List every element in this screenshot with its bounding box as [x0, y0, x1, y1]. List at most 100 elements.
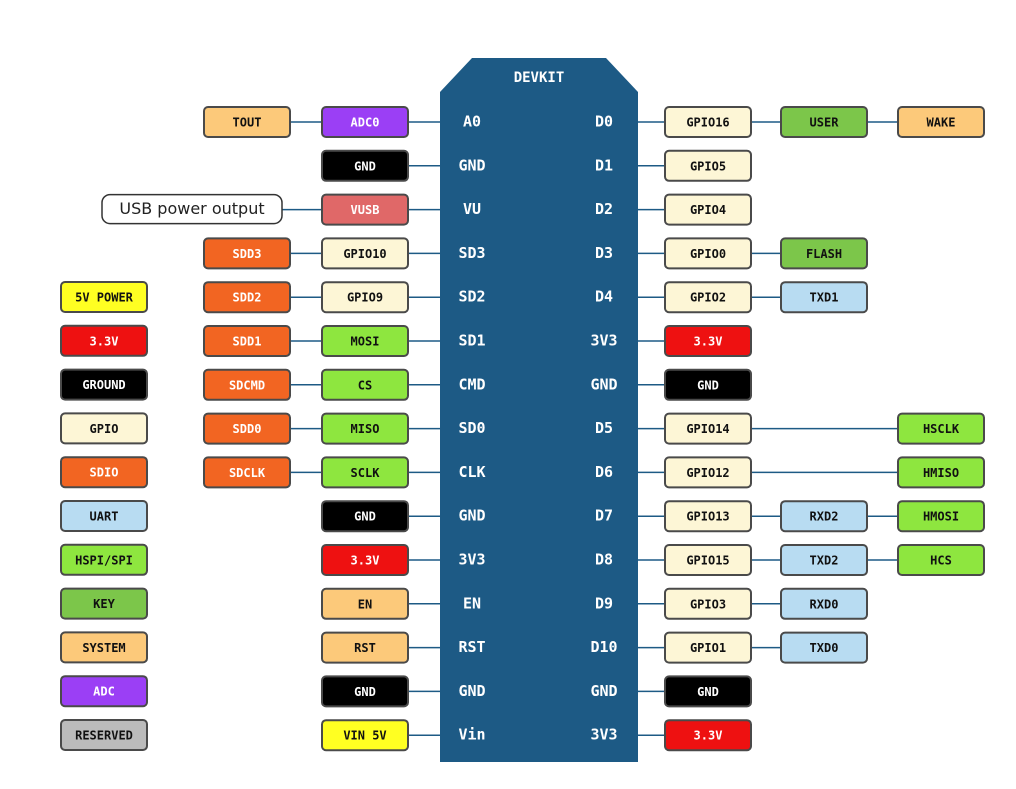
pin-box-label: SCLK	[351, 466, 381, 480]
pin-box	[664, 325, 752, 357]
callout	[101, 193, 283, 225]
pin-box-label: VUSB	[351, 203, 380, 217]
legend-box-label: GROUND	[82, 378, 125, 392]
callout-label: USB power output	[119, 199, 264, 218]
left-pin: VU	[463, 200, 481, 218]
pin-box	[664, 587, 752, 620]
pin-box	[664, 719, 752, 752]
left-pin: SD3	[458, 244, 485, 262]
pin-box	[203, 281, 291, 314]
pin-box-label: SDD3	[233, 247, 262, 261]
pin-box	[780, 281, 868, 314]
pin-box	[664, 544, 752, 576]
legend-box	[60, 675, 148, 708]
pin-box	[321, 675, 409, 708]
legend-box-label: KEY	[93, 597, 115, 611]
legend-box-label: HSPI/SPI	[75, 553, 133, 567]
left-pin: GND	[458, 156, 485, 174]
pin-box	[321, 149, 409, 182]
pin-box-label: HCS	[930, 554, 952, 568]
left-pin: RST	[458, 638, 485, 656]
right-pin: D10	[590, 638, 617, 656]
legend-box-label: RESERVED	[75, 729, 133, 743]
pin-box	[203, 368, 291, 401]
pin-box-label: GPIO2	[690, 291, 726, 305]
pin-box-label: HMISO	[923, 466, 959, 480]
left-pin: GND	[458, 682, 485, 700]
left-pin: SD2	[458, 288, 485, 306]
right-pin: D2	[595, 200, 613, 218]
pin-box	[664, 631, 752, 664]
legend-box-label: 5V POWER	[75, 291, 134, 305]
pin-box-label: GND	[354, 685, 376, 699]
legend-box-label: GPIO	[90, 422, 119, 436]
pin-box	[321, 587, 409, 620]
pin-box-label: GPIO13	[686, 510, 729, 524]
pin-box	[321, 412, 409, 445]
pin-box	[664, 149, 752, 182]
pin-box	[664, 193, 752, 226]
pin-box	[321, 237, 409, 270]
pin-box	[664, 106, 752, 138]
pin-box-label: WAKE	[927, 116, 956, 130]
legend-box-label: SYSTEM	[82, 641, 125, 655]
pin-box-label: RXD2	[810, 510, 839, 524]
pin-box	[203, 412, 291, 445]
pin-box	[203, 106, 291, 138]
pin-box-label: SDD0	[233, 422, 262, 436]
left-pin: EN	[463, 594, 481, 612]
right-pin: GND	[590, 375, 617, 393]
pin-box-label: RXD0	[810, 597, 839, 611]
legend-box	[60, 719, 148, 751]
pin-box-label: ADC0	[351, 116, 380, 130]
right-pin: D0	[595, 113, 613, 131]
pin-box-label: GND	[697, 685, 719, 699]
right-pin: D1	[595, 156, 613, 174]
pin-box	[780, 544, 868, 576]
legend-box	[60, 281, 148, 313]
legend-box	[60, 631, 148, 664]
right-pin: GND	[590, 682, 617, 700]
pin-box-label: GPIO12	[686, 466, 729, 480]
pin-box-label: SDD2	[233, 291, 262, 305]
pin-box-label: GPIO9	[347, 291, 383, 305]
pin-box	[664, 368, 752, 401]
left-pin: SD1	[458, 332, 485, 350]
pin-box	[321, 368, 409, 401]
pin-box	[780, 587, 868, 620]
left-pin: 3V3	[458, 551, 485, 569]
legend-box	[60, 324, 148, 357]
pin-box	[780, 631, 868, 664]
pin-box	[321, 719, 409, 752]
left-pin: CMD	[458, 375, 485, 393]
pin-box-label: MOSI	[351, 335, 380, 349]
pin-box-label: FLASH	[806, 247, 842, 261]
right-pin: D6	[595, 463, 613, 481]
pin-box	[780, 237, 868, 270]
right-pin: D5	[595, 419, 613, 437]
pin-box-label: SDCLK	[229, 466, 266, 480]
left-pin: SD0	[458, 419, 485, 437]
pin-box	[897, 412, 985, 445]
pin-box-label: MISO	[351, 422, 380, 436]
legend-box	[60, 500, 148, 532]
pin-box	[780, 500, 868, 533]
pin-box-label: TXD0	[810, 641, 839, 655]
legend-box	[60, 368, 148, 401]
legend-box	[60, 587, 148, 620]
pin-box	[664, 237, 752, 270]
left-pin: A0	[463, 113, 481, 131]
legend-box-label: UART	[90, 510, 119, 524]
pin-box-label: GPIO10	[343, 247, 386, 261]
pin-box	[321, 193, 409, 226]
pin-box-label: RST	[354, 641, 376, 655]
pin-box-label: EN	[358, 597, 372, 611]
pin-box	[664, 675, 752, 708]
pin-box-label: GPIO15	[686, 554, 729, 568]
pin-box-label: TXD2	[810, 554, 839, 568]
right-pin: D7	[595, 507, 613, 525]
pin-box-label: GPIO14	[686, 422, 729, 436]
right-pin: D9	[595, 594, 613, 612]
